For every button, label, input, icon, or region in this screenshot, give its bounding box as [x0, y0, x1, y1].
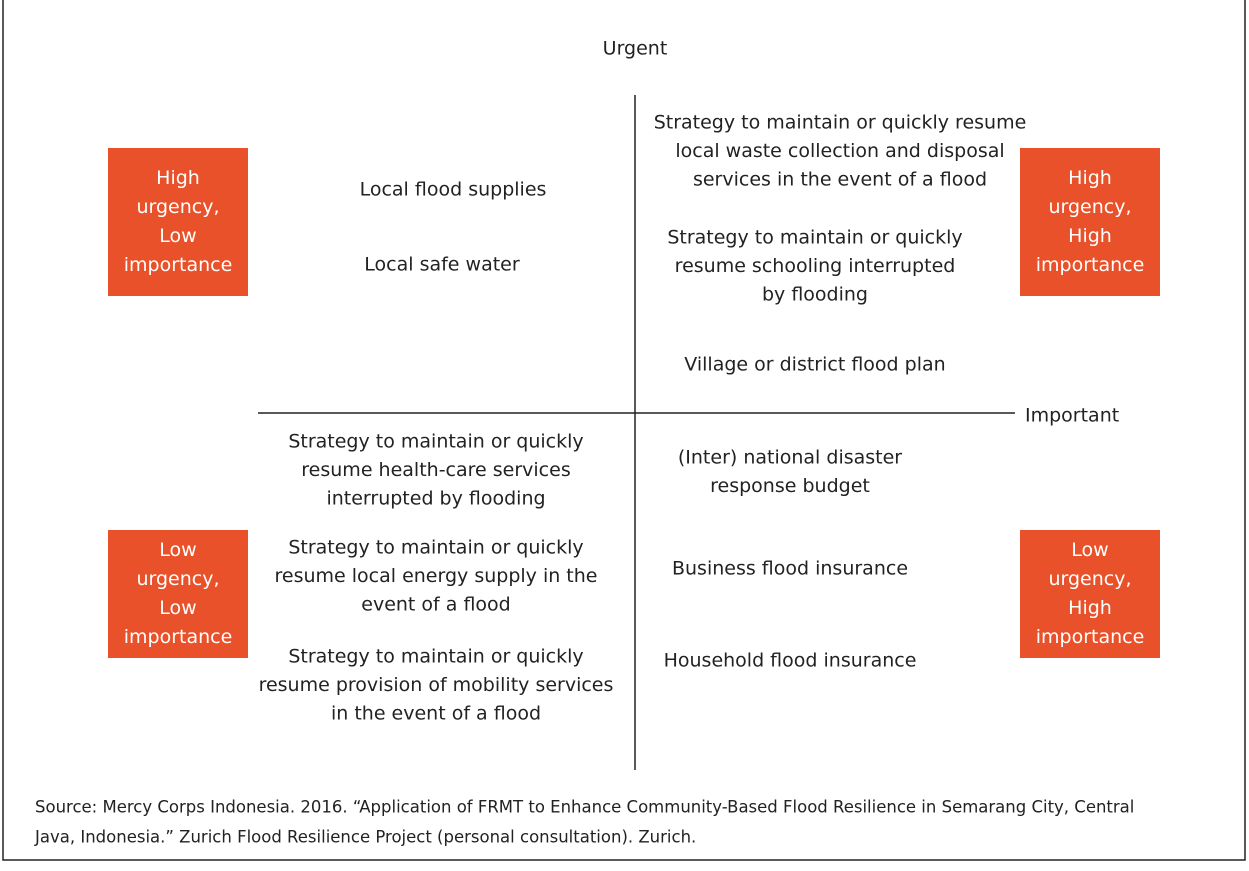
- quadrant-label: Low: [159, 597, 196, 619]
- item-text: Village or district flood plan: [684, 354, 945, 376]
- axis-label: Urgent: [603, 38, 668, 60]
- item-text: (Inter) national disaster: [678, 447, 902, 469]
- quadrant-box: [1020, 148, 1160, 296]
- quadrant-label: High: [1068, 167, 1112, 189]
- item-text: Strategy to maintain or quickly: [288, 431, 583, 453]
- quadrant-label: High: [156, 167, 200, 189]
- axis-label: Important: [1025, 405, 1119, 427]
- item-text: Strategy to maintain or quickly: [667, 227, 962, 249]
- item-text: Strategy to maintain or quickly: [288, 646, 583, 668]
- quadrant-label: importance: [124, 626, 233, 648]
- item-text: services in the event of a flood: [693, 169, 987, 191]
- quadrant-label: importance: [1036, 254, 1145, 276]
- quadrant-label: Low: [159, 539, 196, 561]
- quadrant-label: urgency,: [1048, 196, 1131, 218]
- item-text: resume local energy supply in the: [275, 565, 598, 587]
- quadrant-label: urgency,: [136, 568, 219, 590]
- item-text: Business flood insurance: [672, 558, 908, 580]
- quadrant-label: importance: [124, 254, 233, 276]
- item-text: response budget: [710, 475, 870, 497]
- item-text: Local safe water: [364, 254, 520, 276]
- quadrant-label: High: [1068, 225, 1112, 247]
- item-text: Household flood insurance: [664, 650, 917, 672]
- quadrant-box: [1020, 530, 1160, 658]
- item-text: by flooding: [762, 284, 868, 306]
- source-note: Source: Mercy Corps Indonesia. 2016. “Ap…: [35, 798, 1134, 817]
- quadrant-box: [108, 148, 248, 296]
- item-text: in the event of a flood: [331, 703, 541, 725]
- item-text: Strategy to maintain or quickly: [288, 537, 583, 559]
- item-text: resume schooling interrupted: [675, 255, 956, 277]
- quadrant-label: urgency,: [1048, 568, 1131, 590]
- quadrant-box: [108, 530, 248, 658]
- quadrant-label: Low: [1071, 539, 1108, 561]
- item-text: Local flood supplies: [360, 179, 547, 201]
- item-text: event of a flood: [361, 594, 510, 616]
- source-note: Java, Indonesia.” Zurich Flood Resilienc…: [34, 828, 696, 847]
- quadrant-label: Low: [159, 225, 196, 247]
- item-text: local waste collection and disposal: [675, 140, 1004, 162]
- item-text: resume provision of mobility services: [259, 674, 614, 696]
- quadrant-label: High: [1068, 597, 1112, 619]
- item-text: interrupted by flooding: [326, 488, 545, 510]
- quadrant-label: urgency,: [136, 196, 219, 218]
- item-text: resume health-care services: [301, 459, 570, 481]
- item-text: Strategy to maintain or quickly resume: [654, 112, 1027, 134]
- quadrant-label: importance: [1036, 626, 1145, 648]
